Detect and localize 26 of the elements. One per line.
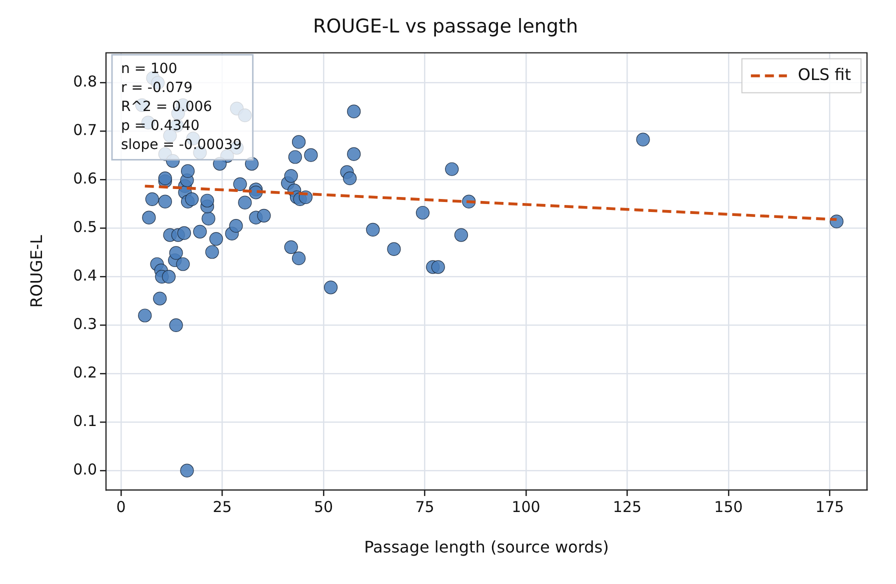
- y-tick-label: 0.0: [73, 460, 97, 479]
- y-tick-label: 0.5: [73, 218, 97, 236]
- y-tick-label: 0.6: [73, 170, 97, 188]
- x-axis-title: Passage length (source words): [364, 538, 609, 557]
- annotation: n = 100: [121, 60, 178, 77]
- annotation: p = 0.4340: [121, 118, 200, 134]
- x-tick-label: 175: [815, 498, 844, 516]
- x-tick-label: 0: [116, 498, 126, 516]
- y-tick-label: 0.2: [73, 364, 97, 382]
- x-tick-label: 100: [512, 498, 540, 516]
- annotation: r = -0.079: [121, 80, 193, 96]
- x-tick-label: 150: [714, 498, 743, 516]
- y-tick-label: 0.8: [73, 72, 97, 91]
- annotation: R^2 = 0.006: [121, 98, 212, 115]
- annotation: slope = -0.00039: [121, 136, 242, 153]
- x-tick-label: 50: [314, 498, 334, 516]
- x-tick-label: 75: [415, 498, 434, 516]
- y-tick-label: 0.1: [73, 412, 97, 430]
- y-tick-label: 0.7: [73, 121, 97, 140]
- chart-title: ROUGE-L vs passage length: [313, 15, 578, 38]
- x-tick-label: 25: [212, 498, 232, 516]
- y-tick-label: 0.3: [73, 315, 97, 334]
- y-axis-title: ROUGE-L: [26, 235, 46, 308]
- y-tick-label: 0.4: [73, 266, 97, 285]
- legend-label: OLS fit: [798, 64, 852, 84]
- x-tick-label: 125: [612, 498, 642, 516]
